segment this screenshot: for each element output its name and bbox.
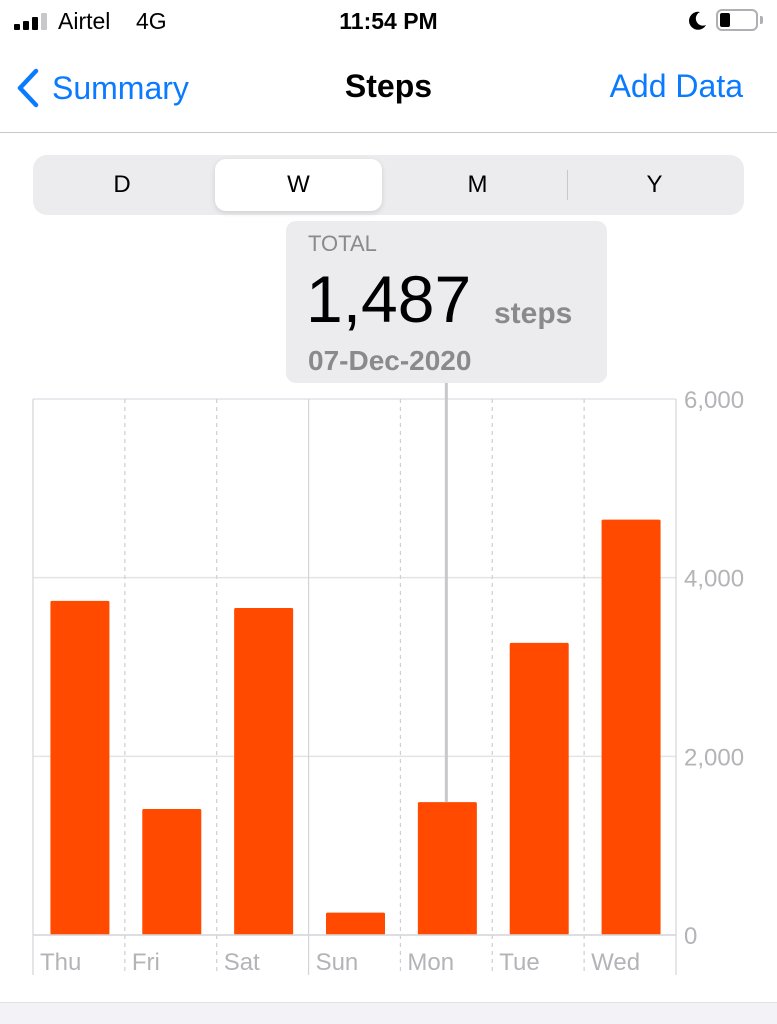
x-tick-label: Wed: [591, 949, 640, 976]
y-tick-label: 2,000: [684, 744, 744, 771]
battery-level: [720, 13, 730, 27]
segment-week[interactable]: W: [215, 159, 382, 211]
bar-thu: [50, 600, 110, 935]
segment-year[interactable]: Y: [646, 171, 663, 198]
y-tick-label: 6,000: [684, 387, 744, 414]
segment-divider: [567, 170, 568, 200]
x-tick-label: Thu: [40, 949, 81, 976]
moon-icon: [689, 11, 706, 30]
bar-mon: [417, 802, 477, 935]
bar-sat: [234, 608, 294, 935]
bar-sun: [326, 912, 385, 935]
steps-bar-chart[interactable]: 0 2,000 4,000 6,000 Thu Fri Sat Sun Mon Tue Wed: [0, 380, 777, 980]
status-time: 11:54 PM: [339, 8, 438, 34]
add-data-button[interactable]: Add Data: [609, 68, 743, 104]
x-tick-label: Tue: [499, 949, 539, 976]
page-title: Steps: [344, 68, 433, 104]
time-range-selector: D W M Y: [33, 155, 744, 215]
bar-fri: [142, 809, 202, 935]
x-tick-label: Sat: [224, 949, 260, 976]
carrier-name: Airtel: [58, 8, 111, 34]
bar-wed: [601, 519, 661, 935]
network-type: 4G: [136, 8, 167, 34]
x-tick-label: Fri: [132, 949, 160, 976]
x-tick-label: Mon: [407, 949, 454, 976]
back-button[interactable]: Summary: [16, 66, 189, 110]
tooltip-label: TOTAL: [308, 231, 377, 256]
signal-icon: [14, 13, 48, 30]
segment-day[interactable]: D: [113, 171, 131, 198]
selection-tooltip: TOTAL 1,487 steps 07-Dec-2020: [286, 221, 607, 383]
tooltip-value: 1,487: [306, 262, 472, 336]
bar-tue: [509, 642, 569, 935]
battery-cap: [760, 16, 763, 24]
segment-month[interactable]: M: [467, 171, 488, 198]
tooltip-unit: steps: [494, 297, 573, 330]
battery-icon: [716, 9, 758, 31]
y-tick-label: 4,000: [684, 566, 744, 593]
tooltip-date: 07-Dec-2020: [308, 345, 472, 376]
bottom-section-edge: [0, 1002, 777, 1024]
y-tick-label: 0: [684, 923, 697, 950]
chevron-left-icon: [17, 68, 39, 108]
status-bar: Airtel 4G 11:54 PM: [0, 0, 777, 44]
back-button-label: Summary: [52, 69, 189, 106]
x-tick-label: Sun: [316, 949, 359, 976]
navigation-bar: Summary Steps Add Data: [0, 44, 777, 133]
